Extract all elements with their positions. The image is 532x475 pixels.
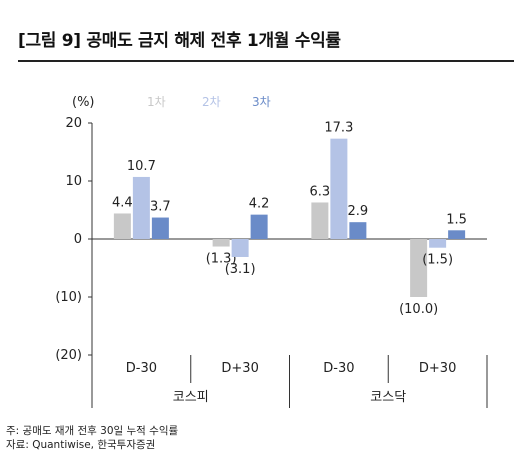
chart-title: [그림 9] 공매도 금지 해제 전후 1개월 수익률 bbox=[18, 31, 341, 51]
data-label: 17.3 bbox=[324, 121, 353, 136]
bar bbox=[448, 230, 466, 239]
unit-label: (%) bbox=[72, 95, 95, 110]
bar-chart: (%) 1차 2차 3차 20 10 0 (10) (20) 4.4 10.7 3.7 (1.3)… bbox=[55, 95, 488, 408]
y-tick-label: (20) bbox=[55, 348, 82, 363]
footnotes: 주: 공매도 재개 전후 30일 누적 수익률 자료: Quantiwise, … bbox=[6, 424, 178, 452]
data-label: (3.1) bbox=[225, 262, 256, 277]
bars: 4.4 10.7 3.7 (1.3)(3.1) 4.2 6.3 17.3 2.9 (10.0) (… bbox=[112, 121, 467, 317]
y-axis: 20 10 0 (10) (20) bbox=[55, 116, 487, 363]
title-divider bbox=[18, 60, 514, 62]
data-label: (10.0) bbox=[399, 302, 438, 317]
group-label: 코스닥 bbox=[370, 390, 406, 405]
data-label: (1.3) bbox=[206, 252, 237, 267]
data-label: (1.5) bbox=[422, 253, 453, 268]
legend-entry: 3차 bbox=[252, 95, 271, 109]
source-line: 자료: Quantiwise, 한국투자증권 bbox=[6, 439, 156, 451]
bar bbox=[151, 217, 169, 239]
bar bbox=[132, 176, 150, 239]
bar bbox=[410, 239, 428, 297]
x-axis: D-30 D+30 D-30 D+30 코스피 코스닥 bbox=[91, 355, 488, 408]
bar bbox=[231, 239, 249, 257]
bar bbox=[349, 222, 367, 239]
x-tick-label: D-30 bbox=[323, 361, 354, 376]
note-line: 주: 공매도 재개 전후 30일 누적 수익률 bbox=[6, 425, 179, 437]
x-tick-label: D+30 bbox=[419, 361, 456, 376]
bar bbox=[311, 202, 329, 239]
data-label: 6.3 bbox=[310, 184, 331, 199]
data-label: 4.4 bbox=[112, 195, 133, 210]
group-label: 코스피 bbox=[173, 390, 209, 405]
data-label: 1.5 bbox=[446, 212, 467, 227]
y-tick-label: 0 bbox=[74, 232, 82, 247]
bar bbox=[429, 239, 447, 248]
data-label: 2.9 bbox=[348, 204, 369, 219]
bar bbox=[330, 138, 348, 239]
x-tick-label: D-30 bbox=[126, 361, 157, 376]
y-tick-label: (10) bbox=[55, 290, 82, 305]
bar bbox=[113, 213, 131, 239]
x-tick-label: D+30 bbox=[221, 361, 258, 376]
legend-entry: 2차 bbox=[202, 95, 221, 109]
legend-entry: 1차 bbox=[147, 95, 166, 109]
data-label: 4.2 bbox=[249, 197, 270, 212]
legend: 1차 2차 3차 bbox=[147, 95, 271, 109]
bar bbox=[212, 239, 230, 247]
data-label: 10.7 bbox=[127, 159, 156, 174]
y-tick-label: 10 bbox=[65, 174, 82, 189]
bar bbox=[250, 214, 268, 239]
y-tick-label: 20 bbox=[65, 116, 82, 131]
data-label: 3.7 bbox=[150, 200, 171, 215]
